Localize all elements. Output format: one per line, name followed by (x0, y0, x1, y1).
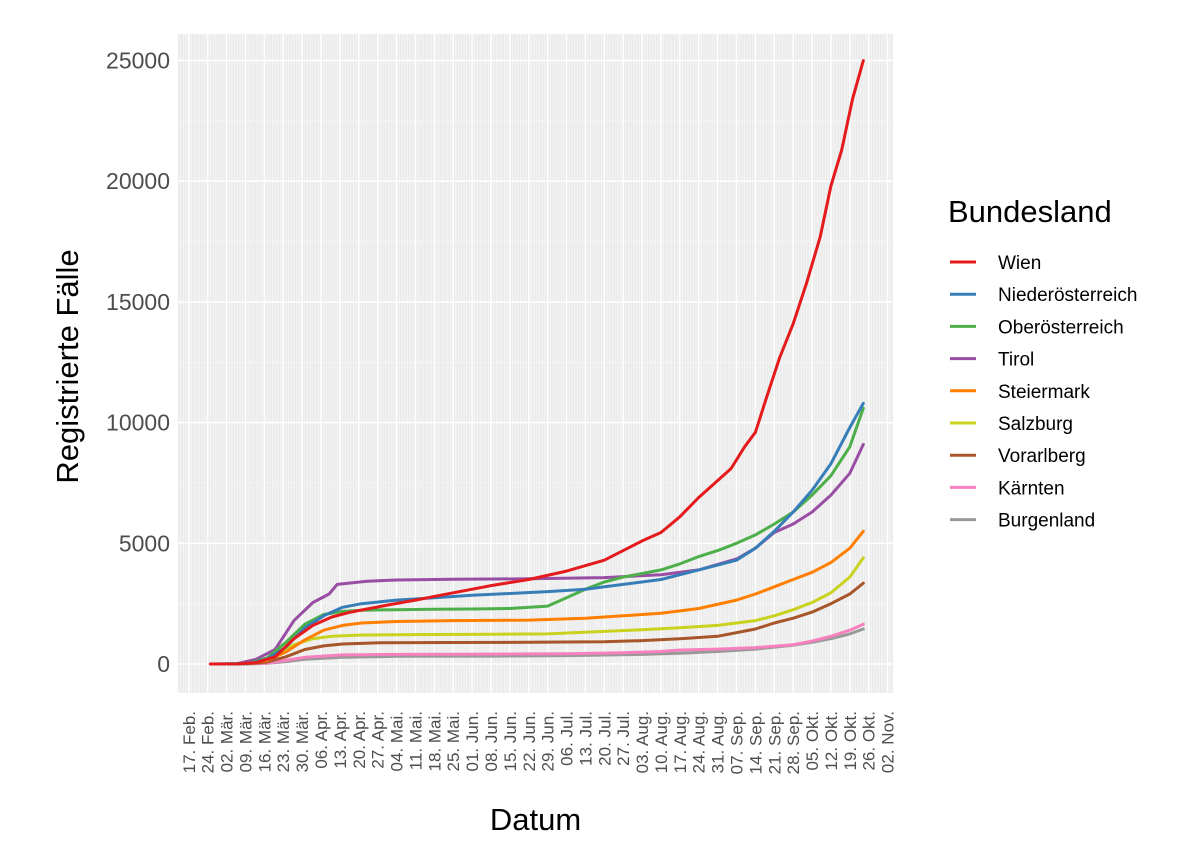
series-line (222, 401, 865, 666)
y-tick-label: 25000 (106, 48, 170, 74)
x-tick-label: 27. Jul. (614, 711, 633, 766)
legend-item: Wien (950, 253, 1041, 274)
x-tick-label: 21. Sep. (765, 711, 784, 774)
plot-panel (178, 34, 893, 693)
x-tick-label: 19. Okt. (841, 711, 860, 771)
y-tick-label: 10000 (106, 410, 170, 436)
x-tick-label: 05. Okt. (803, 711, 822, 771)
x-tick-label: 23. Mär. (274, 711, 293, 772)
x-tick-label: 25. Mai. (444, 711, 463, 771)
x-tick-label: 22. Jun. (520, 711, 539, 772)
x-tick-label: 06. Jul. (558, 711, 577, 766)
legend-label: Niederösterreich (998, 285, 1137, 306)
legend-label: Steiermark (998, 382, 1090, 403)
legend-item: Tirol (950, 350, 1034, 371)
x-tick-label: 14. Sep. (746, 711, 765, 774)
legend-item: Steiermark (950, 382, 1090, 403)
x-tick-label: 02. Mär. (218, 711, 237, 772)
legend-label: Tirol (998, 350, 1034, 371)
legend-item: Oberösterreich (950, 317, 1124, 338)
x-tick-label: 04. Mai. (388, 711, 407, 771)
legend-label: Salzburg (998, 414, 1073, 435)
x-tick-label: 10. Aug. (652, 711, 671, 773)
x-tick-label: 06. Apr. (312, 711, 331, 769)
series-line (222, 622, 865, 666)
legend-label: Kärnten (998, 478, 1065, 499)
x-tick-label: 26. Okt. (860, 711, 879, 771)
x-tick-label: 09. Mär. (237, 711, 256, 772)
x-tick-label: 18. Mai. (425, 711, 444, 771)
y-axis-title: Registrierte Fälle (50, 249, 85, 483)
x-tick-label: 27. Apr. (369, 711, 388, 769)
series-line (222, 581, 865, 666)
x-tick-label: 24. Feb. (199, 711, 218, 773)
x-tick-label: 24. Aug. (690, 711, 709, 773)
x-axis-ticks: 17. Feb. 24. Feb. 02. Mär. 09. Mär. 16. Mär.… (180, 711, 898, 774)
x-tick-label: 29. Jun. (539, 711, 558, 772)
legend-title: Bundesland (948, 194, 1112, 229)
x-tick-label: 02. Nov. (879, 711, 898, 773)
x-tick-label: 17. Aug. (671, 711, 690, 773)
x-tick-label: 12. Okt. (822, 711, 841, 771)
legend-item: Salzburg (950, 414, 1073, 435)
x-tick-label: 07. Sep. (728, 711, 747, 774)
x-tick-label: 20. Jul. (595, 711, 614, 766)
y-axis-ticks: 0 5000 10000 15000 20000 25000 (106, 48, 170, 677)
series-lines (208, 59, 865, 666)
x-tick-label: 08. Jun. (482, 711, 501, 772)
y-tick-label: 5000 (119, 530, 170, 556)
x-tick-label: 03. Aug. (633, 711, 652, 773)
series-line (208, 442, 865, 666)
x-tick-label: 13. Apr. (331, 711, 350, 769)
x-tick-label: 15. Jun. (501, 711, 520, 772)
series-line (214, 556, 865, 666)
y-tick-label: 15000 (106, 289, 170, 315)
x-tick-label: 01. Jun. (463, 711, 482, 772)
series-line (208, 59, 865, 666)
legend-item: Kärnten (950, 478, 1065, 499)
legend-item: Vorarlberg (950, 446, 1086, 467)
legend-label: Burgenland (998, 511, 1095, 532)
x-tick-label: 20. Apr. (350, 711, 369, 769)
legend-item: Burgenland (950, 511, 1095, 532)
x-axis-title: Datum (490, 802, 581, 837)
legend: Bundesland Wien Niederösterreich Oberöster… (948, 194, 1137, 532)
x-tick-label: 31. Aug. (709, 711, 728, 773)
legend-label: Wien (998, 253, 1041, 274)
y-tick-label: 20000 (106, 168, 170, 194)
x-tick-label: 11. Mai. (406, 711, 425, 770)
legend-label: Oberösterreich (998, 317, 1124, 338)
x-tick-label: 17. Feb. (180, 711, 199, 773)
x-tick-label: 30. Mär. (293, 711, 312, 772)
x-tick-label: 16. Mär. (255, 711, 274, 772)
legend-label: Vorarlberg (998, 446, 1086, 467)
x-tick-label: 13. Jul. (576, 711, 595, 766)
y-tick-label: 0 (157, 651, 170, 677)
series-line (222, 529, 865, 666)
legend-item: Niederösterreich (950, 285, 1137, 306)
x-tick-label: 28. Sep. (784, 711, 803, 774)
legend-items: Wien Niederösterreich Oberösterreich Tirol S… (950, 253, 1137, 532)
